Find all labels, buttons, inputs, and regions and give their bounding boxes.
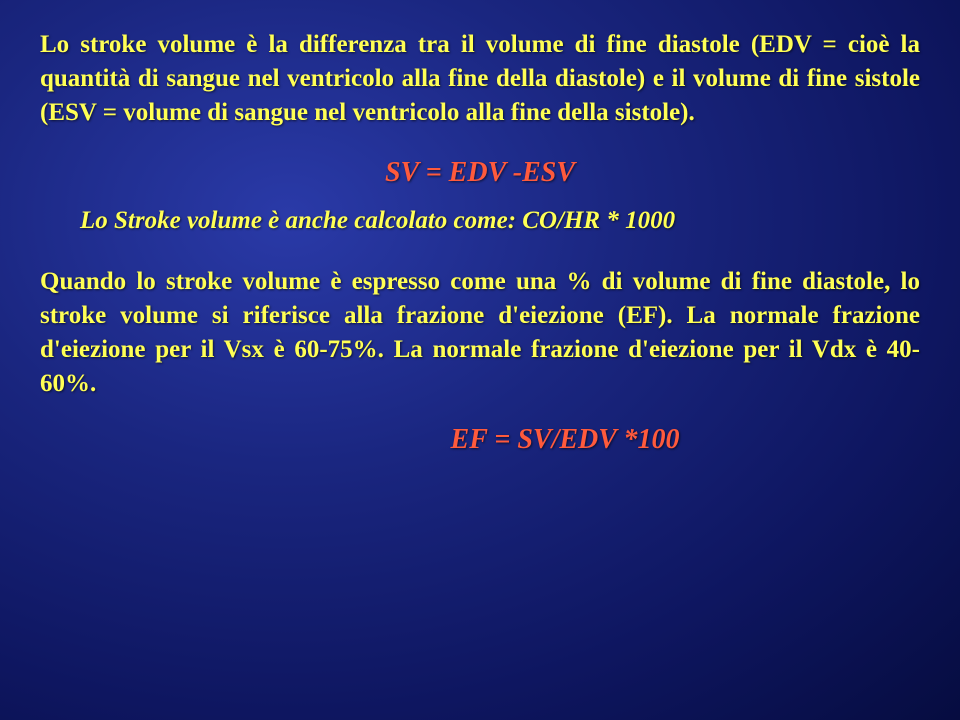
formula-sv: SV = EDV -ESV xyxy=(40,157,920,189)
stroke-volume-calc-note: Lo Stroke volume è anche calcolato come:… xyxy=(80,207,920,235)
formula-ef: EF = SV/EDV *100 xyxy=(451,424,680,456)
ef-paragraph: Quando lo stroke volume è espresso come … xyxy=(40,265,920,400)
intro-paragraph: Lo stroke volume è la differenza tra il … xyxy=(40,28,920,129)
